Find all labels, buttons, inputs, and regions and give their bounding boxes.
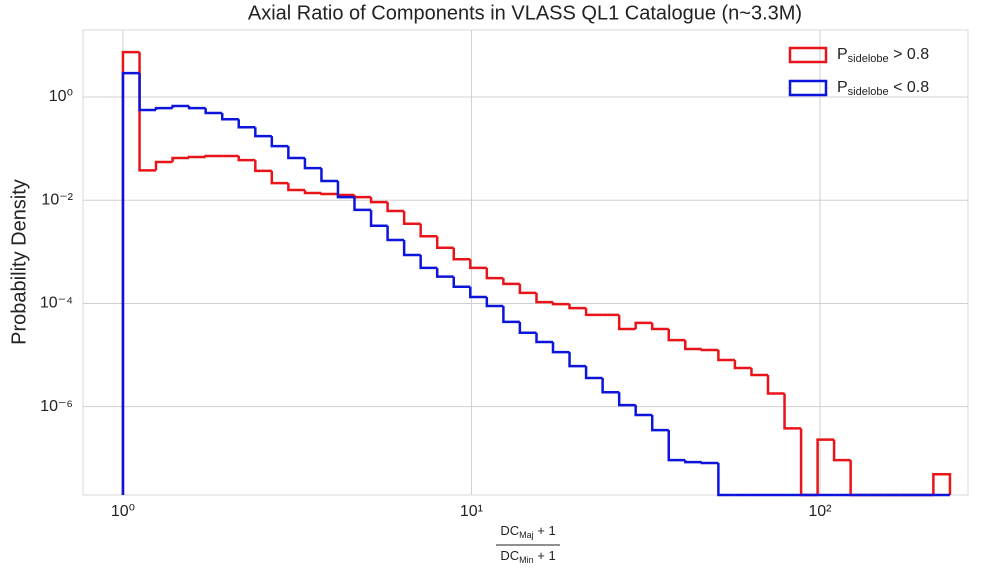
histogram-step — [336, 180, 355, 199]
histogram-step — [568, 352, 587, 368]
histogram-step — [535, 332, 553, 344]
histogram-step — [386, 225, 405, 242]
histogram-step — [402, 239, 421, 257]
histogram-step — [187, 155, 206, 159]
histogram-step — [816, 438, 835, 495]
histogram-step — [254, 127, 272, 138]
histogram-step — [452, 247, 471, 261]
histogram-step — [634, 321, 653, 329]
x-label-numerator: DCMaj + 1 — [500, 523, 555, 540]
histogram-step — [469, 286, 487, 299]
histogram-step — [320, 192, 338, 196]
histogram-step — [667, 328, 686, 342]
histogram-step — [684, 460, 702, 464]
histogram-step — [551, 302, 570, 306]
histogram-step — [485, 267, 504, 280]
y-tick-label: 10⁻⁴ — [40, 295, 73, 312]
histogram-step — [617, 314, 636, 331]
histogram-step — [303, 189, 322, 195]
legend-swatch — [788, 79, 828, 97]
histogram-step — [452, 276, 471, 289]
histogram-step — [832, 439, 851, 462]
histogram-step — [138, 73, 156, 112]
y-axis-label: Probability Density — [8, 179, 30, 345]
y-tick-label: 10⁰ — [49, 88, 73, 105]
histogram-step — [667, 430, 686, 462]
histogram-step — [568, 304, 587, 310]
histogram-step — [270, 170, 289, 185]
x-label-denominator: DCMin + 1 — [500, 548, 555, 565]
histogram-step — [320, 168, 338, 183]
histogram-step — [435, 267, 454, 278]
histogram-step — [733, 360, 752, 370]
histogram-step — [287, 183, 305, 192]
histogram-step — [518, 283, 537, 295]
histogram-step — [171, 104, 190, 109]
histogram-step — [535, 292, 553, 304]
y-tick-label: 10⁻⁶ — [40, 398, 73, 415]
histogram-step — [518, 321, 537, 335]
histogram-step — [485, 297, 504, 308]
legend-label: Psidelobe > 0.8 — [837, 46, 929, 65]
histogram-step — [303, 157, 322, 170]
legend-label: Psidelobe < 0.8 — [837, 79, 929, 98]
histogram-step — [750, 368, 769, 377]
histogram-step — [154, 106, 173, 111]
histogram-step — [700, 348, 719, 352]
histogram-step — [386, 202, 405, 213]
histogram-step — [783, 393, 802, 430]
histogram-step — [650, 322, 669, 331]
histogram-step — [502, 306, 520, 324]
histogram-step — [419, 254, 438, 270]
histogram-step — [469, 259, 487, 270]
histogram-step — [717, 350, 735, 362]
histogram-step — [154, 160, 173, 171]
histogram-step — [287, 146, 305, 160]
histogram-step — [237, 155, 256, 162]
histogram-step — [353, 197, 372, 212]
histogram-step — [700, 461, 719, 465]
histogram-step — [717, 462, 735, 497]
histogram-step — [551, 341, 570, 354]
histogram-step — [402, 210, 421, 226]
histogram-step — [584, 366, 603, 380]
histogram-step — [932, 472, 952, 495]
x-tick-label: 10⁰ — [111, 503, 135, 520]
histogram-step — [766, 375, 785, 395]
histogram-step — [270, 136, 289, 148]
histogram-step — [435, 236, 454, 249]
histogram-step — [204, 108, 223, 115]
chart-title: Axial Ratio of Components in VLASS QL1 C… — [248, 2, 802, 24]
histogram-step — [584, 308, 603, 317]
histogram-step — [617, 392, 636, 407]
plot-frame — [82, 29, 969, 496]
x-tick-label: 10¹ — [460, 503, 483, 520]
histogram-step — [204, 154, 223, 158]
legend-swatch — [788, 46, 828, 64]
x-tick-label: 10² — [808, 503, 832, 520]
histogram-step — [684, 340, 702, 351]
histogram-step — [220, 113, 239, 121]
histogram-step — [121, 71, 140, 495]
histogram-step — [369, 197, 388, 204]
histogram-step — [634, 405, 653, 417]
histogram-step — [237, 119, 256, 129]
histogram-step — [369, 209, 388, 228]
histogram-step — [650, 414, 669, 432]
histogram-step — [502, 278, 520, 286]
y-tick-label: 10⁻² — [41, 191, 73, 208]
histogram-step — [336, 193, 355, 197]
histogram-step — [419, 223, 438, 238]
histogram-step — [171, 156, 190, 163]
histogram-step — [601, 377, 620, 394]
histogram-step — [254, 160, 272, 173]
histogram-step — [187, 106, 206, 110]
